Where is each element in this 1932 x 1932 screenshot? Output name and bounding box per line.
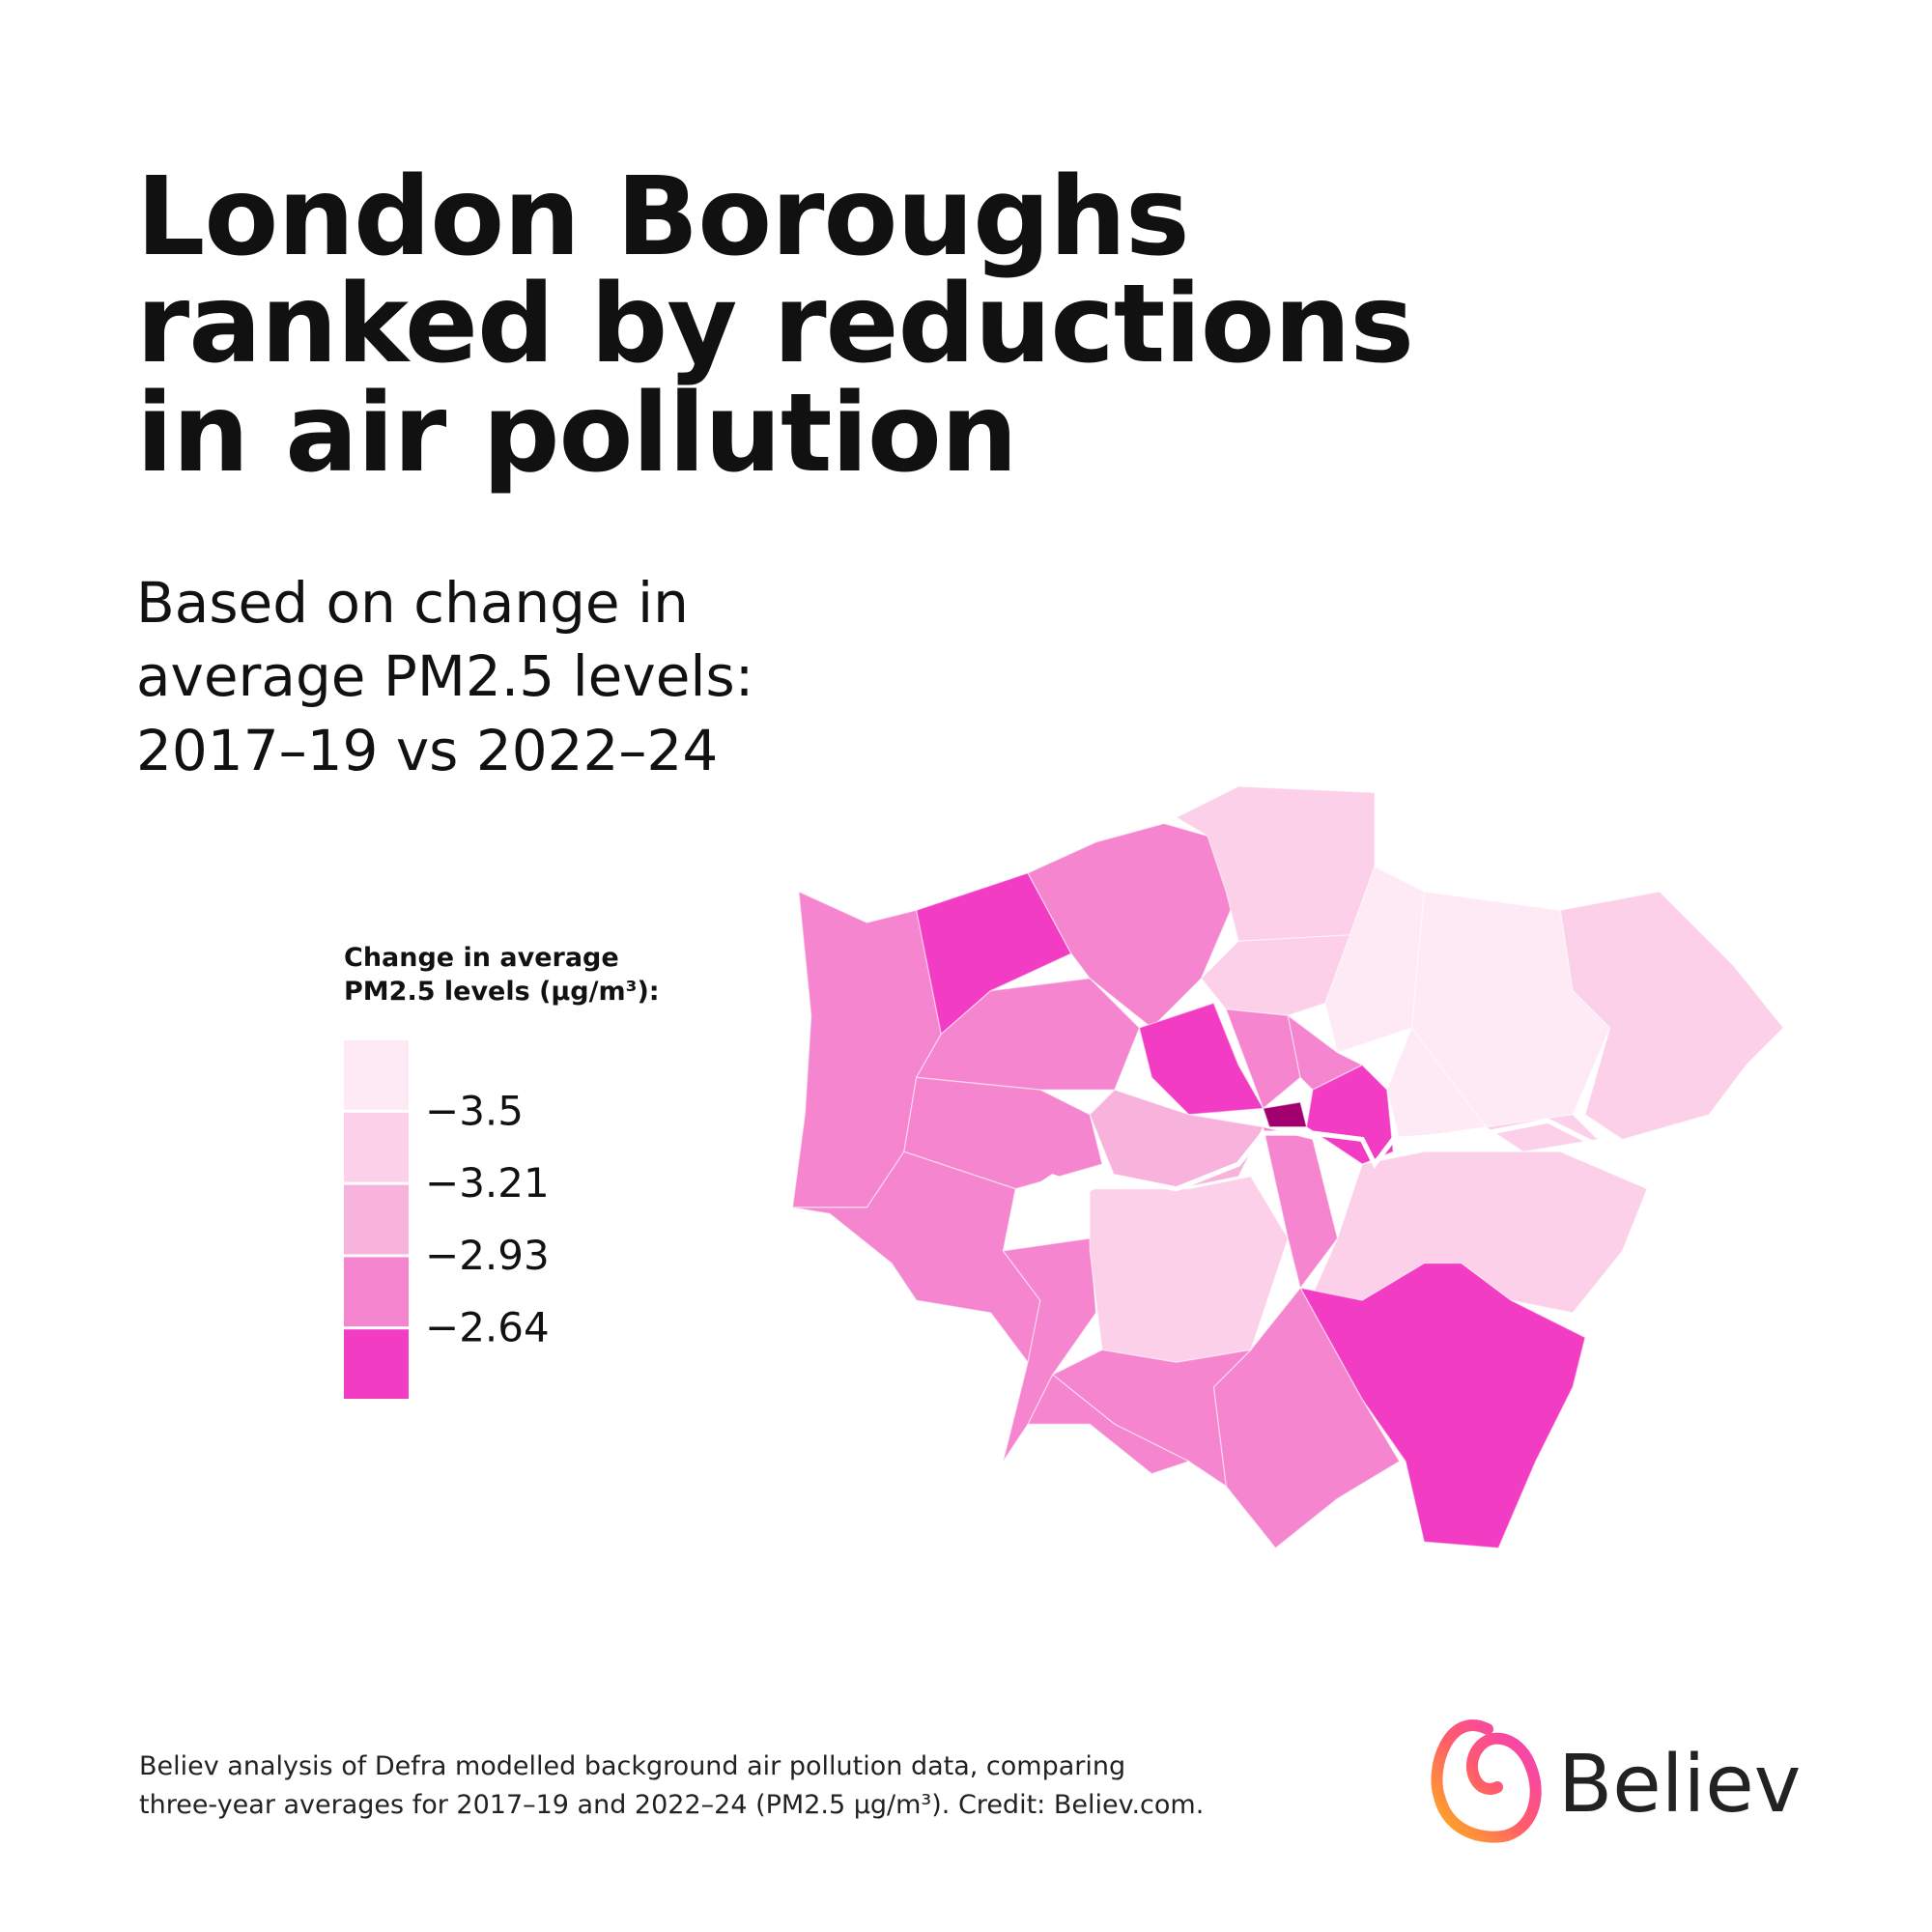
borough [1027,1374,1191,1475]
borough [1559,891,1784,1141]
river [1013,1118,1649,1204]
title-line: ranked by reductions [136,262,1413,387]
legend-swatch [344,1184,409,1255]
legend-label: −2.64 [425,1304,550,1351]
logo-text: Believ [1558,1739,1801,1831]
title-line: London Boroughs [136,155,1189,280]
map [791,785,1784,1549]
legend-swatch [344,1112,409,1182]
borough [1089,1176,1289,1363]
legend-swatch [344,1329,409,1399]
footer-line: Believ analysis of Defra modelled backgr… [139,1751,1125,1781]
subtitle-line: average PM2.5 levels: [136,643,753,709]
borough [1298,1262,1586,1549]
legend-swatch [344,1040,409,1110]
legend-label: −3.21 [425,1159,550,1207]
borough [1027,822,1239,1029]
legend-swatch [344,1257,409,1327]
borough [1484,1114,1600,1152]
legend-label: −3.5 [425,1087,524,1134]
borough [1262,1101,1308,1128]
legend-label: −2.93 [425,1232,550,1279]
legend: −3.5 −3.21 −2.93 −2.64 [344,1040,550,1399]
logo-icon [1431,1719,1542,1843]
subtitle-line: Based on change in [136,570,689,636]
footer-line: three-year averages for 2017–19 and 2022… [139,1790,1204,1820]
borough [915,872,1072,1036]
borough [1262,1125,1339,1290]
legend-title: PM2.5 levels (µg/m³): [344,977,660,1007]
title-line: in air pollution [136,371,1017,497]
subtitle-line: 2017–19 vs 2022–24 [136,718,718,783]
legend-title: Change in average [344,943,619,973]
borough [1089,1089,1264,1190]
